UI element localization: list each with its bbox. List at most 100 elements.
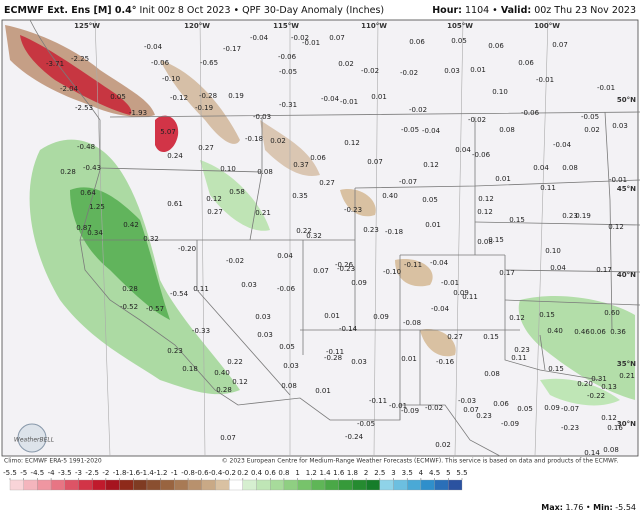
colorbar-swatch xyxy=(23,479,38,491)
colorbar-swatch xyxy=(160,479,175,491)
anomaly-value: 0.04 xyxy=(550,264,566,272)
climo-note: Climo: ECMWF ERA-5 1991-2020 xyxy=(4,458,102,465)
colorbar-label: 1.8 xyxy=(347,469,358,477)
logo: WeatherBELL xyxy=(14,423,54,453)
colorbar-swatch xyxy=(229,479,243,491)
colorbar-label: 1.2 xyxy=(306,469,317,477)
title-rest: Init 00z 8 Oct 2023 • QPF 30-Day Anomaly… xyxy=(137,5,385,16)
anomaly-value: -0.18 xyxy=(385,228,403,236)
anomaly-value: 0.02 xyxy=(338,60,354,68)
colorbar-swatch xyxy=(50,479,65,491)
anomaly-value: 0.12 xyxy=(232,378,248,386)
anomaly-value: 0.22 xyxy=(227,358,243,366)
anomaly-value: -0.20 xyxy=(178,245,196,253)
colorbar-label: -2.5 xyxy=(85,469,99,477)
anomaly-value: 0.27 xyxy=(207,208,223,216)
anomaly-value: 0.15 xyxy=(488,236,504,244)
wet-area xyxy=(200,160,270,231)
colorbar-label: -5.5 xyxy=(3,469,17,477)
min-label: Min: xyxy=(593,503,613,512)
anomaly-value: -2.04 xyxy=(60,85,79,93)
anomaly-value: 0.09 xyxy=(373,313,389,321)
dry-area xyxy=(420,329,456,357)
anomaly-value: -0.43 xyxy=(83,164,101,172)
anomaly-value: 0.27 xyxy=(447,333,463,341)
colorbar-swatch xyxy=(256,479,271,491)
colorbar-label: 1 xyxy=(295,469,299,477)
colorbar-label: 5.5 xyxy=(456,469,467,477)
dry-area xyxy=(20,35,132,115)
anomaly-value: 0.04 xyxy=(277,252,293,260)
colorbar-swatch xyxy=(119,479,134,491)
anomaly-value: 0.22 xyxy=(296,227,312,235)
anomaly-value: 0.03 xyxy=(283,362,299,370)
colorbar-swatch xyxy=(37,479,52,491)
anomaly-value: 0.15 xyxy=(548,365,564,373)
anomaly-value: 0.05 xyxy=(517,405,533,413)
valid-time: Hour: 1104 • Valid: 00z Thu 23 Nov 2023 xyxy=(432,5,636,16)
anomaly-value: -0.05 xyxy=(357,420,375,428)
anomaly-value: -0.05 xyxy=(279,68,297,76)
anomaly-value: -0.33 xyxy=(192,327,210,335)
colorbar-label: 2.5 xyxy=(374,469,385,477)
anomaly-value: 0.11 xyxy=(511,354,527,362)
meridians xyxy=(94,19,549,457)
anomaly-value: -0.07 xyxy=(561,405,579,413)
anomaly-value: -0.04 xyxy=(431,305,450,313)
anomaly-value: -0.01 xyxy=(389,402,407,410)
anomaly-value: 0.03 xyxy=(255,313,271,321)
anomaly-value: 0.09 xyxy=(544,404,560,412)
coastline xyxy=(29,19,501,457)
anomaly-value: 0.28 xyxy=(60,168,76,176)
anomaly-value: 0.06 xyxy=(310,154,326,162)
anomaly-value: -2.25 xyxy=(71,55,89,63)
anomaly-value: 0.37 xyxy=(293,161,309,169)
anomaly-value: 0.01 xyxy=(470,66,486,74)
colorbar-swatch xyxy=(420,479,435,491)
latitude-label: 45°N xyxy=(617,185,636,193)
anomaly-value: -0.05 xyxy=(581,113,599,121)
anomaly-value: 0.15 xyxy=(539,311,555,319)
anomaly-value: -0.23 xyxy=(337,265,355,273)
anomaly-value: 0.87 xyxy=(76,224,92,232)
anomaly-value: 0.08 xyxy=(603,446,619,454)
colorbar-swatch xyxy=(434,479,449,491)
anomaly-value: 0.20 xyxy=(577,380,593,388)
anomaly-value: -0.07 xyxy=(399,178,417,186)
anomaly-value: -0.02 xyxy=(226,257,244,265)
valid-label: Valid: xyxy=(501,5,531,16)
anomaly-value: 0.12 xyxy=(344,139,360,147)
anomaly-value: 5.07 xyxy=(160,128,176,136)
dry-area xyxy=(395,259,433,287)
colorbar-label: -0.8 xyxy=(181,469,195,477)
anomaly-value: -0.06 xyxy=(151,59,170,67)
anomaly-value: 0.12 xyxy=(509,314,525,322)
wet-area xyxy=(70,187,170,320)
anomaly-value: 0.01 xyxy=(315,387,331,395)
title-bold: ECMWF Ext. Ens [M] 0.4° xyxy=(4,5,137,16)
anomaly-value: 0.07 xyxy=(313,267,329,275)
colorbar-label: -5 xyxy=(20,469,27,477)
colorbar-swatch xyxy=(352,479,367,491)
anomaly-value: 0.03 xyxy=(351,358,367,366)
anomaly-value: -0.04 xyxy=(553,141,572,149)
anomaly-value: -0.26 xyxy=(335,261,354,269)
anomaly-value: -0.01 xyxy=(609,176,627,184)
colorbar-label: 3 xyxy=(391,469,395,477)
colorbar-swatch xyxy=(201,479,216,491)
anomaly-value: -0.12 xyxy=(170,94,188,102)
colorbar-label: -3 xyxy=(75,469,82,477)
anomaly-labels: -0.04 -0.17-0.04 -0.02-0.010.07 0.06 0.050.0… xyxy=(46,34,635,457)
colorbar-label: -0.4 xyxy=(209,469,223,477)
wet-area xyxy=(518,295,635,400)
anomaly-value: -0.11 xyxy=(404,261,422,269)
colorbar-swatch xyxy=(146,479,161,491)
colorbar-swatch xyxy=(365,479,380,491)
colorbar-swatch xyxy=(92,479,107,491)
colorbar-swatch xyxy=(174,479,189,491)
anomaly-value: 0.12 xyxy=(206,195,222,203)
anomaly-value: 0.40 xyxy=(214,369,230,377)
anomaly-value: -0.05 xyxy=(401,126,419,134)
anomaly-value: -0.04 xyxy=(321,95,340,103)
colorbar-swatch xyxy=(324,479,339,491)
